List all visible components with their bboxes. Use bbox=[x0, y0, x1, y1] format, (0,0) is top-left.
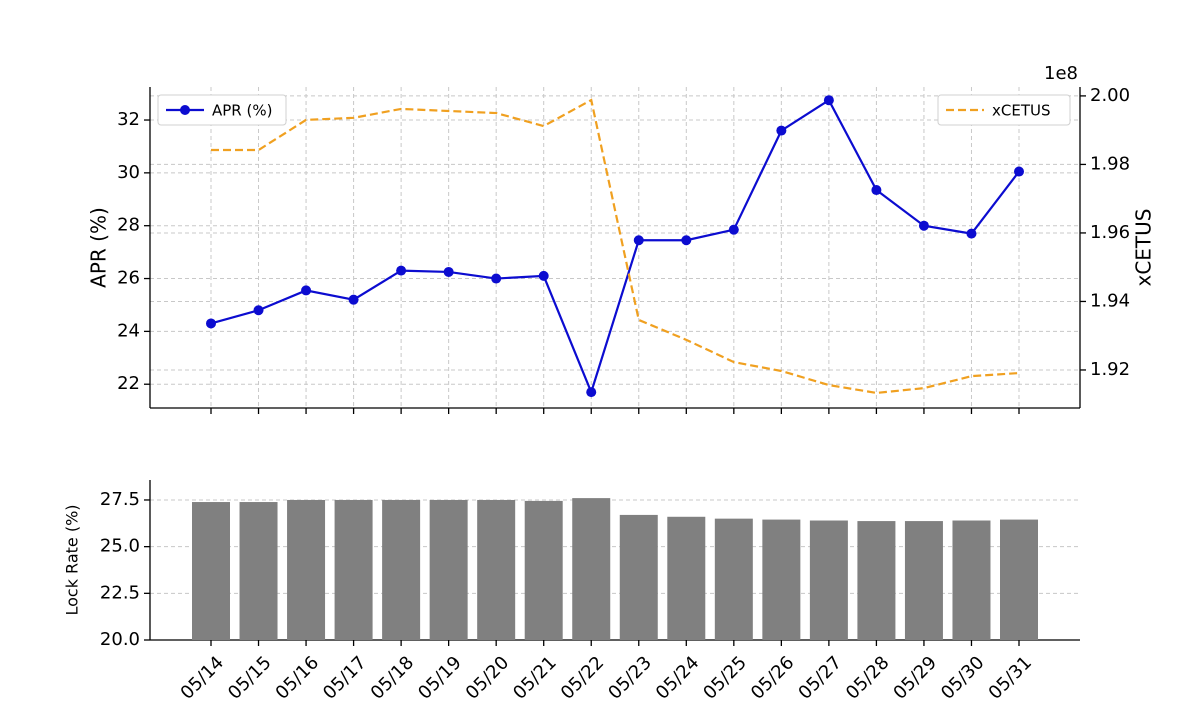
bar bbox=[429, 499, 468, 640]
x-tick-label: 05/24 bbox=[652, 652, 704, 704]
point bbox=[1014, 166, 1024, 177]
x-tick-label: 05/25 bbox=[699, 652, 751, 704]
bar bbox=[192, 502, 230, 640]
point bbox=[586, 387, 597, 398]
x-tick-label: 05/23 bbox=[604, 652, 656, 704]
bar bbox=[524, 500, 563, 640]
x-tick-label: 05/26 bbox=[747, 652, 799, 704]
bar bbox=[952, 520, 991, 640]
point bbox=[301, 285, 312, 296]
x-tick-label: 05/19 bbox=[414, 652, 466, 704]
point bbox=[871, 185, 882, 196]
bar bbox=[619, 514, 658, 640]
point bbox=[396, 265, 407, 276]
y2-tick-label: 1.92 bbox=[1090, 359, 1130, 380]
x-tick-label: 05/30 bbox=[937, 652, 989, 704]
legend-marker bbox=[180, 105, 190, 115]
x-tick-label: 05/14 bbox=[177, 652, 229, 704]
y2-tick-label: 1.96 bbox=[1090, 222, 1130, 243]
y-tick-label: 27.5 bbox=[100, 489, 140, 510]
bar bbox=[904, 521, 943, 640]
point bbox=[918, 220, 929, 231]
y-tick-label: 22 bbox=[117, 373, 140, 394]
bar bbox=[857, 521, 896, 640]
point bbox=[206, 318, 216, 329]
y-tick-label: 24 bbox=[117, 320, 140, 341]
y-tick-label: 20.0 bbox=[100, 629, 140, 650]
bar bbox=[762, 519, 801, 640]
x-tick-label: 05/15 bbox=[224, 652, 276, 704]
point bbox=[681, 235, 692, 246]
y-tick-label: 30 bbox=[117, 162, 140, 183]
x-tick-label: 05/16 bbox=[272, 652, 324, 704]
bar bbox=[714, 518, 753, 640]
y-axis-label: Lock Rate (%) bbox=[63, 504, 82, 615]
bar bbox=[572, 498, 611, 640]
x-tick-label: 05/29 bbox=[889, 652, 941, 704]
point bbox=[348, 294, 359, 305]
x-tick-label: 05/31 bbox=[985, 652, 1037, 704]
x-tick-label: 05/20 bbox=[462, 652, 514, 704]
x-tick-label: 05/28 bbox=[842, 652, 894, 704]
legend-label: APR (%) bbox=[212, 102, 272, 120]
x-tick-label: 05/22 bbox=[557, 652, 609, 704]
x-tick-label: 05/21 bbox=[509, 652, 561, 704]
y2-tick-label: 2.00 bbox=[1090, 85, 1130, 106]
x-tick-label: 05/17 bbox=[319, 652, 371, 704]
bar bbox=[287, 499, 326, 640]
point bbox=[491, 273, 502, 284]
y2-tick-label: 1.98 bbox=[1090, 153, 1130, 174]
y-tick-label: 26 bbox=[117, 268, 140, 289]
bar bbox=[809, 520, 848, 640]
bar bbox=[477, 499, 516, 640]
legend-box bbox=[157, 94, 287, 126]
series-line bbox=[211, 98, 1020, 395]
y-tick-label: 22.5 bbox=[100, 582, 140, 603]
series-line bbox=[210, 98, 1020, 396]
y-axis-label: APR (%) bbox=[87, 207, 111, 288]
y2-tick-label: 1.94 bbox=[1090, 290, 1130, 311]
y-tick-label: 28 bbox=[117, 215, 140, 236]
bar bbox=[382, 499, 421, 640]
bar bbox=[1000, 519, 1038, 640]
point bbox=[253, 305, 264, 316]
bar bbox=[667, 516, 706, 640]
y2-axis-label: xCETUS bbox=[1132, 209, 1156, 287]
point bbox=[633, 235, 644, 246]
point bbox=[966, 228, 977, 239]
legend-box bbox=[937, 94, 1071, 126]
x-tick-label: 05/27 bbox=[794, 652, 846, 704]
y2-offset: 1e8 bbox=[1044, 63, 1078, 84]
point bbox=[443, 266, 454, 277]
point bbox=[538, 270, 549, 281]
y-tick-label: 32 bbox=[117, 109, 140, 130]
bar bbox=[334, 499, 373, 640]
point bbox=[776, 125, 787, 136]
point bbox=[728, 224, 739, 235]
legend-label: xCETUS bbox=[992, 102, 1051, 120]
bar bbox=[239, 502, 278, 640]
x-tick-label: 05/18 bbox=[367, 652, 419, 704]
y-tick-label: 25.0 bbox=[100, 536, 140, 557]
point bbox=[823, 95, 834, 106]
